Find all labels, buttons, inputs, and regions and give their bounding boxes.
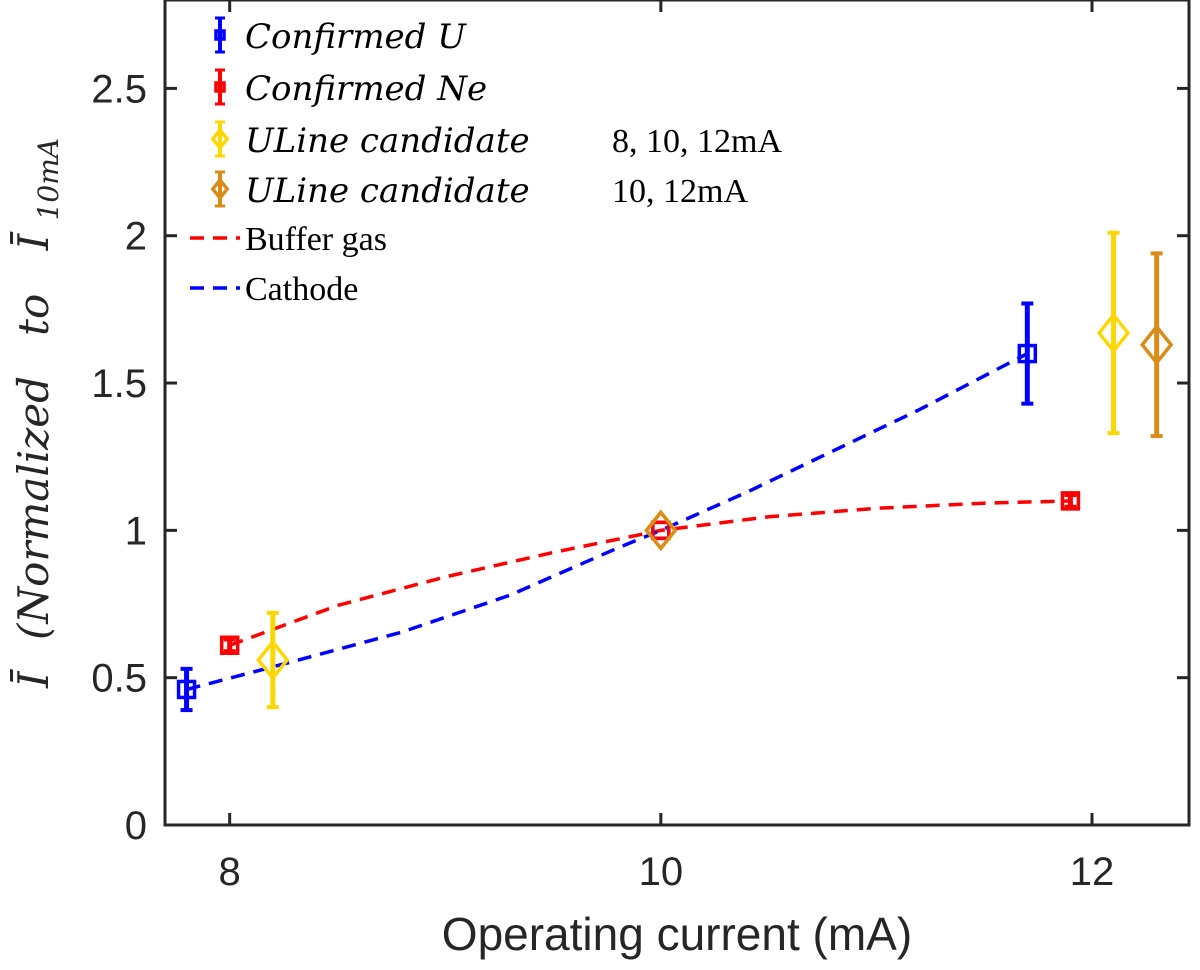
legend: Confirmed U Confirmed Ne ULine candidate 8,… xyxy=(190,16,782,308)
legend-label: Cathode xyxy=(245,271,358,308)
marker-square xyxy=(176,679,197,700)
y-tick-label: 2.5 xyxy=(91,67,147,111)
series-confirmed-u xyxy=(176,301,1038,713)
series-confirmed-ne xyxy=(219,491,1081,656)
x-tick-label: 8 xyxy=(219,850,241,894)
marker-diamond xyxy=(1140,323,1174,366)
marker-square xyxy=(214,81,226,93)
marker-diamond xyxy=(644,509,678,552)
marker-diamond xyxy=(1096,312,1131,354)
fit-lines xyxy=(186,352,1071,692)
x-tick-label: 10 xyxy=(639,850,684,894)
legend-item: ULine candidate 10, 12mA xyxy=(210,170,748,211)
y-label-sub-symbol: Ī xyxy=(9,231,58,251)
legend-item: Confirmed U xyxy=(214,16,467,57)
y-tick-label: 0.5 xyxy=(91,657,147,701)
legend-label: Confirmed U xyxy=(245,17,467,57)
y-tick-label: 1 xyxy=(125,509,147,553)
svg-text:Ī (Normalized to: Ī (Normalized to Ī 10mA xyxy=(9,138,65,689)
legend-item: Cathode xyxy=(190,271,358,308)
y-axis-label: Ī (Normalized to Ī 10mA xyxy=(9,138,65,689)
marker-square xyxy=(214,29,226,41)
legend-label: Buffer gas xyxy=(245,221,387,258)
legend-item: Buffer gas xyxy=(190,221,387,258)
marker-square xyxy=(651,520,671,541)
marker-diamond xyxy=(210,127,230,151)
fit-line-cathode xyxy=(186,352,1029,692)
y-label-subscript: 10mA xyxy=(32,138,65,220)
marker-diamond xyxy=(210,177,230,201)
data-markers xyxy=(176,230,1174,713)
y-label-symbol: Ī xyxy=(9,669,58,689)
legend-label: Confirmed Ne xyxy=(245,69,487,109)
x-tick-label: 12 xyxy=(1070,850,1115,894)
series-uline-candidate-10-12ma xyxy=(644,251,1174,552)
marker-square xyxy=(1017,343,1038,364)
legend-label-suffix: 10, 12mA xyxy=(612,173,748,210)
legend-item: ULine candidate 8, 10, 12mA xyxy=(210,120,782,161)
marker-square xyxy=(1060,491,1081,511)
y-tick-label: 2 xyxy=(125,215,147,259)
y-tick-label: 0 xyxy=(125,804,147,848)
x-axis-label: Operating current (mA) xyxy=(442,908,912,960)
y-label-text: (Normalized to xyxy=(9,294,58,640)
legend-label: ULine candidate xyxy=(245,171,530,211)
legend-label: ULine candidate xyxy=(245,121,530,161)
plot-background xyxy=(165,0,1189,825)
legend-item: Confirmed Ne xyxy=(214,68,487,109)
fit-line-buffer-gas xyxy=(229,499,1071,647)
marker-diamond xyxy=(256,639,290,681)
tick-labels: 8 10 12 0 0.5 1 1.5 2 2.5 xyxy=(91,67,1114,894)
marker-square xyxy=(219,635,240,656)
y-tick-label: 1.5 xyxy=(91,362,147,406)
plot-frame xyxy=(163,0,1191,827)
legend-label-suffix: 8, 10, 12mA xyxy=(612,123,782,160)
